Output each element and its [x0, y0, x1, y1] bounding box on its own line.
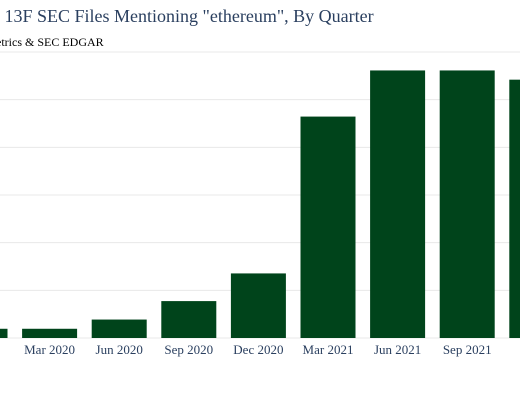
gridlines	[0, 51, 520, 339]
bar	[439, 70, 495, 339]
bar	[91, 319, 147, 338]
bar	[370, 70, 426, 339]
bar	[22, 328, 78, 338]
bar	[161, 301, 217, 338]
x-tick-label: Sep 2020	[164, 342, 213, 357]
bar	[230, 273, 286, 338]
x-tick-label: Jun 2021	[374, 342, 421, 357]
bars	[0, 70, 520, 339]
bar	[509, 79, 520, 338]
chart-title: f 13F SEC Files Mentioning "ethereum", B…	[0, 6, 374, 26]
x-tick-label: Sep 2021	[443, 342, 492, 357]
x-tick-label: Mar 2021	[303, 342, 354, 357]
x-tick-label: Mar 2020	[24, 342, 75, 357]
x-tick-label: Dec 2020	[233, 342, 283, 357]
bar	[300, 116, 356, 338]
chart-subtitle: etrics & SEC EDGAR	[0, 35, 104, 49]
x-tick-label: Jun 2020	[96, 342, 143, 357]
bar	[0, 328, 8, 338]
